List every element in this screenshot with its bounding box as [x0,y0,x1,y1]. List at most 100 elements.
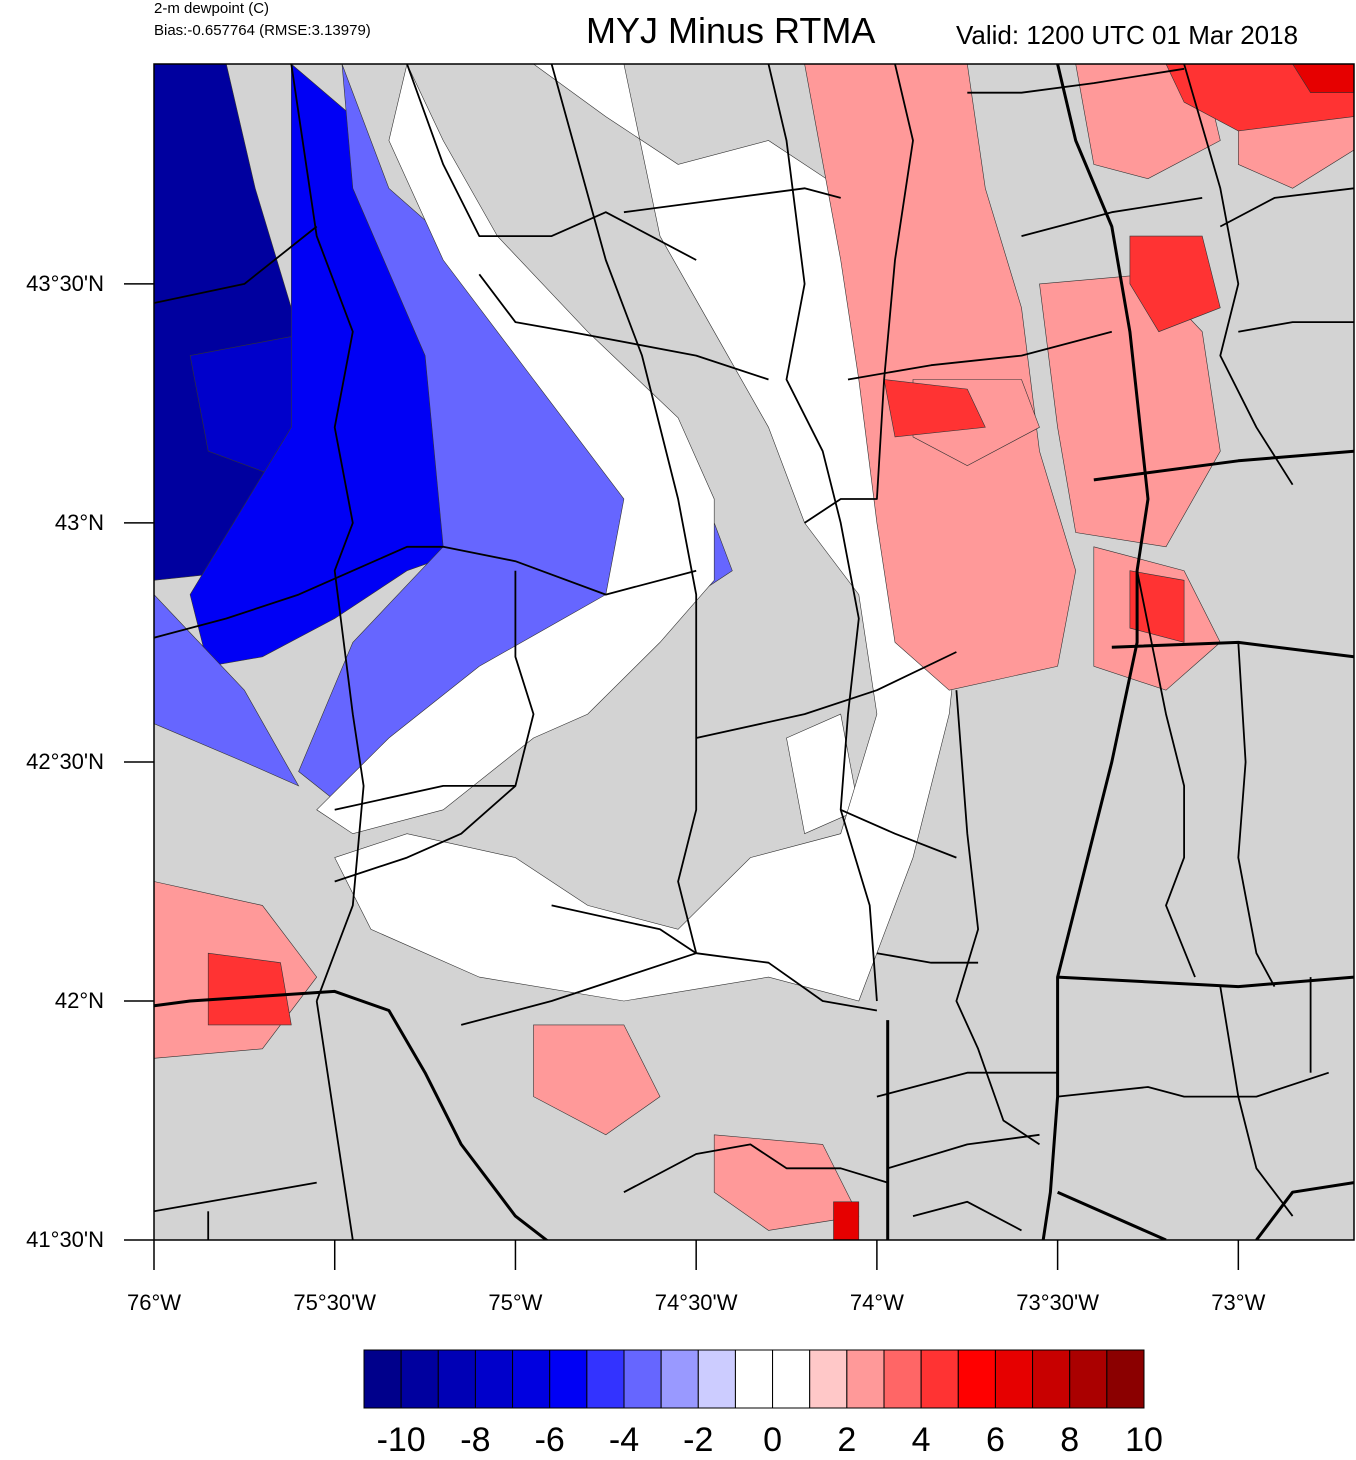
county-boundary [696,651,957,739]
colorbar-swatch [549,1349,588,1409]
lon-tick-label: 75°W [488,1290,543,1315]
colorbar-label: -10 [376,1421,426,1459]
county-boundary [1237,642,1276,988]
colorbar-label: 2 [837,1421,857,1459]
colorbar-label: 10 [1125,1421,1163,1459]
state-boundary [1255,1181,1354,1240]
state-boundary [1056,1190,1167,1240]
field-region [883,379,986,438]
county-boundary [955,690,1040,1146]
county-boundary [154,1181,317,1213]
colorbar-swatch [1106,1349,1145,1409]
colorbar-swatch [400,1349,439,1409]
field-region [804,64,1077,691]
county-boundary [623,1143,888,1193]
field-region [1292,64,1354,93]
colorbar-swatch [697,1349,736,1409]
county-boundary [840,808,957,859]
colorbar-label: -2 [683,1421,714,1459]
county-boundary [876,952,979,964]
field-region [1129,570,1185,643]
colorbar-swatch [920,1349,959,1409]
lat-tick-label: 42°30'N [26,748,104,774]
county-boundary [334,785,516,811]
colorbar-swatch [809,1349,848,1409]
county-boundary [290,64,365,1002]
county-boundary [406,64,697,261]
county-boundary [315,1000,354,1240]
colorbar-swatch [846,1349,885,1409]
colorbar-swatch [586,1349,625,1409]
colorbar-swatch [1032,1349,1071,1409]
axis-ticks [124,283,1240,1270]
colorbar-label: -8 [460,1421,491,1459]
colorbar-swatch [437,1349,476,1409]
boundary-layer [154,64,1354,1240]
variable-label: 2-m dewpoint (C) [154,0,270,17]
colorbar-label: 6 [985,1421,1005,1459]
field-layer [154,64,1354,1240]
lon-tick-label: 74°W [849,1290,904,1315]
colorbar-swatch [363,1349,402,1409]
lon-tick-label: 73°30'W [1016,1290,1099,1315]
map-frame [153,63,1355,1241]
county-boundary [887,1133,1040,1170]
colorbar-swatch [994,1349,1034,1409]
colorbar-label: -4 [608,1421,640,1459]
colorbar-swatch [512,1349,551,1409]
county-boundary [550,64,698,954]
colorbar-label: -6 [534,1421,565,1459]
county-boundary [876,1071,1058,1098]
state-boundary [1057,975,1354,989]
field-region [713,1134,860,1231]
state-boundary [154,989,549,1240]
colorbar-swatch [660,1349,699,1409]
field-region [833,1201,860,1240]
county-boundary [847,330,1113,381]
county-boundary [1136,570,1196,978]
county-boundary [1183,64,1294,486]
county-boundary [767,64,878,1002]
county-boundary [460,952,697,1026]
valid-time-label: Valid: 1200 UTC 01 Mar 2018 [956,20,1299,50]
county-boundary [623,187,841,214]
field-region [207,952,292,1026]
county-boundary [1219,986,1294,1217]
lat-tick-label: 42°N [54,987,104,1013]
lon-tick-label: 76°W [126,1290,182,1315]
bias-rmse-label: Bias:-0.657764 (RMSE:3.13979) [154,22,371,39]
county-boundary [154,545,697,639]
colorbar [363,1349,1145,1409]
county-boundary [1238,321,1354,333]
field-region [533,1024,661,1136]
county-boundary [1021,197,1203,237]
county-boundary [696,952,878,1012]
colorbar-swatch [772,1349,811,1409]
lon-tick-label: 74°30'W [654,1290,738,1315]
lat-tick-label: 41°30'N [26,1227,104,1252]
lat-tick-label: 43°N [54,509,104,535]
colorbar-swatch [734,1349,774,1409]
colorbar-label: 0 [763,1421,783,1459]
field-region [316,64,715,835]
map-title: MYJ Minus RTMA [586,10,876,51]
colorbar-swatch [957,1349,996,1409]
county-boundary [1219,187,1354,228]
state-boundary [1093,449,1354,482]
county-boundary [478,273,769,381]
field-region [154,594,300,787]
colorbar-swatch [883,1349,922,1409]
colorbar-label: 4 [911,1421,931,1459]
county-boundary [551,904,697,954]
field-region [1129,235,1221,333]
county-boundary [967,67,1185,94]
colorbar-swatch [474,1349,514,1409]
lon-tick-label: 73°W [1211,1290,1266,1315]
colorbar-swatch [623,1349,662,1409]
lon-tick-label: 75°30'W [293,1290,377,1315]
colorbar-swatch [1069,1349,1108,1409]
lat-tick-label: 43°30'N [26,270,104,296]
county-boundary [154,225,318,304]
county-boundary [912,1200,1022,1232]
